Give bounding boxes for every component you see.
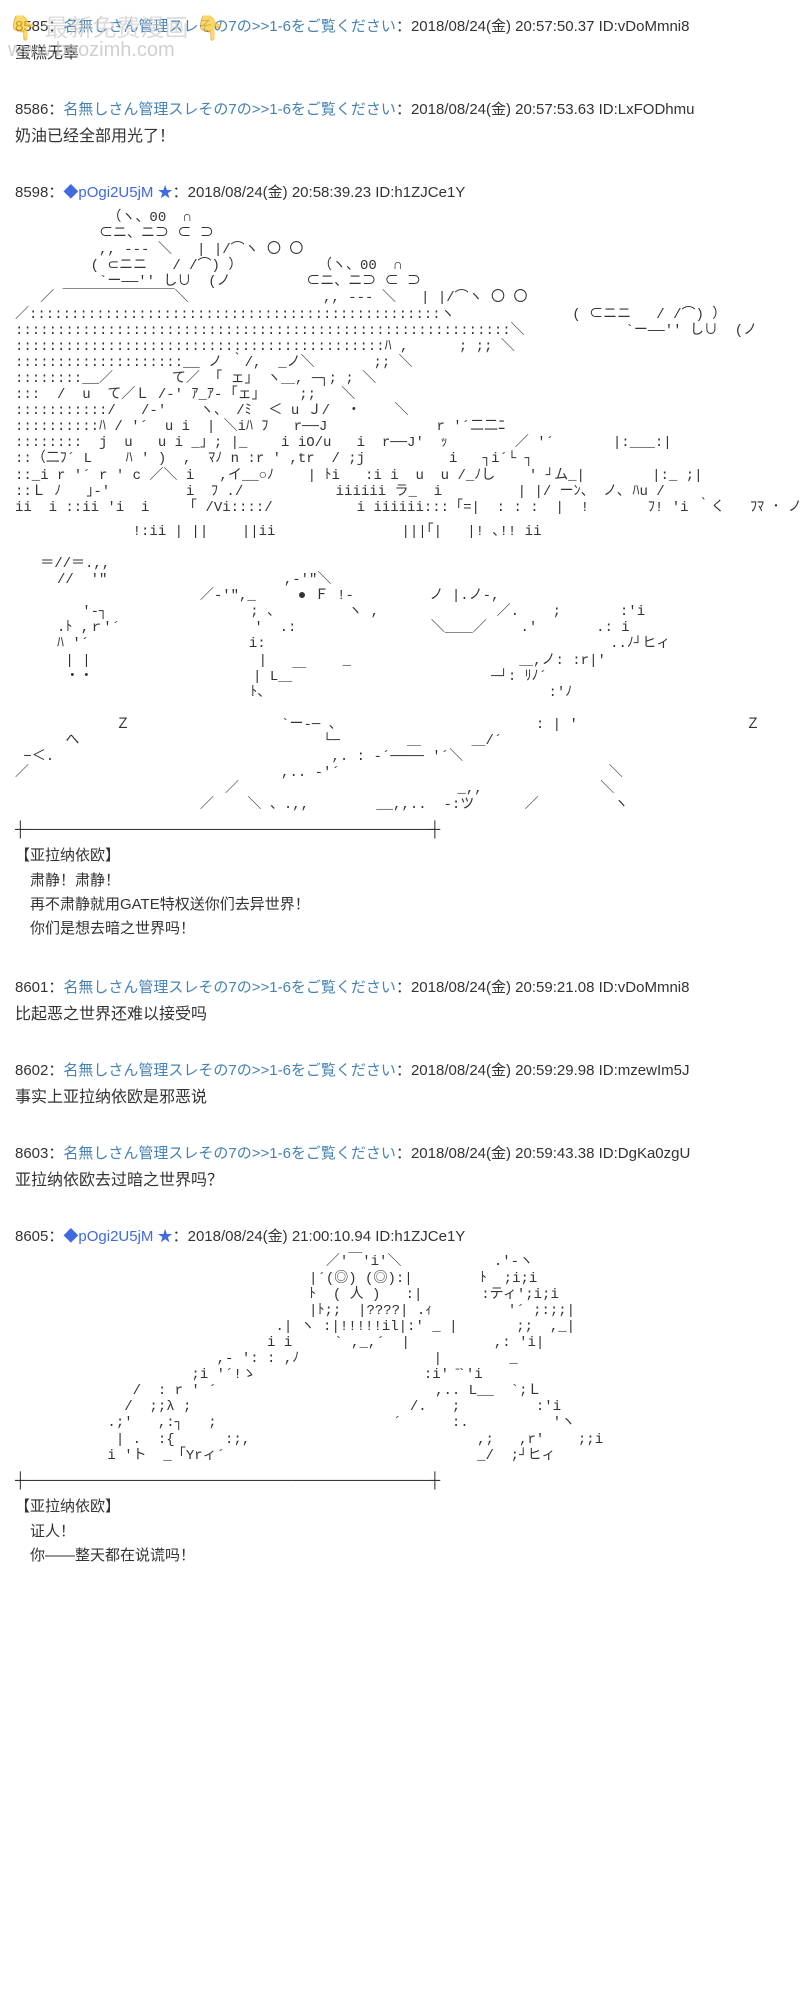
post-body: 亚拉纳依欧去过暗之世界吗？ (15, 1166, 785, 1190)
post-id: ID:h1ZJCe1Y (375, 1228, 465, 1245)
ascii-art-panel-3: ／'￣'i'＼ .'-ヽ |´(◎) (◎):| ﾄ ;i;i ﾄ ( 人 ) … (15, 1254, 785, 1463)
dialogue-text: 证人！ 你——整天都在说谎吗！ (30, 1520, 785, 1568)
forum-post: 8601：名無しさん管理スレその7の>>1-6をご覧ください：2018/08/2… (15, 976, 785, 1024)
post-date: 2018/08/24(金) 21:00:10.94 (188, 1228, 371, 1245)
forum-post: 8598：◆pOgi2U5jM ★：2018/08/24(金) 20:58:39… (15, 181, 785, 941)
dialogue-line: 你们是想去暗之世界吗！ (30, 917, 785, 941)
post-number: 8598 (15, 184, 48, 201)
character-name: 【亚拉纳依欧】 (15, 1495, 785, 1516)
panel-separator: ┼──────────────────────────────────────┼ (15, 821, 785, 838)
post-id: ID:mzewIm5J (599, 1062, 690, 1079)
post-id: ID:h1ZJCe1Y (375, 184, 465, 201)
post-name: 名無しさん管理スレその7の>>1-6をご覧ください (63, 1145, 396, 1162)
post-name: 名無しさん管理スレその7の>>1-6をご覧ください (63, 1062, 396, 1079)
post-number: 8602 (15, 1062, 48, 1079)
character-name: 【亚拉纳依欧】 (15, 844, 785, 865)
post-number: 8603 (15, 1145, 48, 1162)
post-tripcode[interactable]: ◆pOgi2U5jM ★ (63, 184, 172, 201)
watermark: 👇 最新免费漫画 👇 www.baozimh.com (8, 8, 225, 62)
post-date: 2018/08/24(金) 20:57:53.63 (411, 101, 594, 118)
post-header: 8605：◆pOgi2U5jM ★：2018/08/24(金) 21:00:10… (15, 1225, 785, 1246)
dialogue-line: 证人！ (30, 1520, 785, 1544)
panel-separator: ┼──────────────────────────────────────┼ (15, 1472, 785, 1489)
post-body: 比起恶之世界还难以接受吗 (15, 1000, 785, 1024)
forum-post: 8605：◆pOgi2U5jM ★：2018/08/24(金) 21:00:10… (15, 1225, 785, 1567)
dialogue-text: 肃静！肃静！ 再不肃静就用GATE特权送你们去异世界！ 你们是想去暗之世界吗！ (30, 869, 785, 941)
post-header: 8601：名無しさん管理スレその7の>>1-6をご覧ください：2018/08/2… (15, 976, 785, 997)
post-date: 2018/08/24(金) 20:59:21.08 (411, 979, 594, 996)
post-header: 8602：名無しさん管理スレその7の>>1-6をご覧ください：2018/08/2… (15, 1059, 785, 1080)
forum-post: 8603：名無しさん管理スレその7の>>1-6をご覧ください：2018/08/2… (15, 1142, 785, 1190)
post-header: 8603：名無しさん管理スレその7の>>1-6をご覧ください：2018/08/2… (15, 1142, 785, 1163)
forum-post: 8602：名無しさん管理スレその7の>>1-6をご覧ください：2018/08/2… (15, 1059, 785, 1107)
post-number: 8601 (15, 979, 48, 996)
post-name: 名無しさん管理スレその7の>>1-6をご覧ください (63, 101, 396, 118)
forum-post: 8586：名無しさん管理スレその7の>>1-6をご覧ください：2018/08/2… (15, 98, 785, 146)
post-date: 2018/08/24(金) 20:58:39.23 (188, 184, 371, 201)
post-date: 2018/08/24(金) 20:59:43.38 (411, 1145, 594, 1162)
dialogue-line: 再不肃静就用GATE特权送你们去异世界！ (30, 893, 785, 917)
post-tripcode[interactable]: ◆pOgi2U5jM ★ (63, 1228, 172, 1245)
post-id: ID:LxFODhmu (599, 101, 695, 118)
ascii-art-panel-1: （ヽ、00 ∩ ⊂ニ、ニ⊃ ⊂ ⊃ ,, -‐- ＼ | |/⌒ヽ 〇 〇 ( … (15, 210, 785, 516)
post-header: 8598：◆pOgi2U5jM ★：2018/08/24(金) 20:58:39… (15, 181, 785, 202)
dialogue-line: 你——整天都在说谎吗！ (30, 1544, 785, 1568)
post-number: 8586 (15, 101, 48, 118)
post-date: 2018/08/24(金) 20:59:29.98 (411, 1062, 594, 1079)
dialogue-line: 肃静！肃静！ (30, 869, 785, 893)
ascii-art-panel-2: !:ii | || ||ii |||｢| |! ､!! ii ＝//＝.,, /… (15, 524, 785, 814)
post-body: 奶油已经全部用光了！ (15, 122, 785, 146)
post-date: 2018/08/24(金) 20:57:50.37 (411, 18, 594, 35)
post-id: ID:vDoMmni8 (599, 979, 690, 996)
post-id: ID:DgKa0zgU (599, 1145, 691, 1162)
post-number: 8605 (15, 1228, 48, 1245)
post-body: 事实上亚拉纳依欧是邪恶说 (15, 1083, 785, 1107)
post-id: ID:vDoMmni8 (599, 18, 690, 35)
watermark-text1: 👇 最新免费漫画 👇 (8, 8, 225, 43)
post-header: 8586：名無しさん管理スレその7の>>1-6をご覧ください：2018/08/2… (15, 98, 785, 119)
post-name: 名無しさん管理スレその7の>>1-6をご覧ください (63, 979, 396, 996)
